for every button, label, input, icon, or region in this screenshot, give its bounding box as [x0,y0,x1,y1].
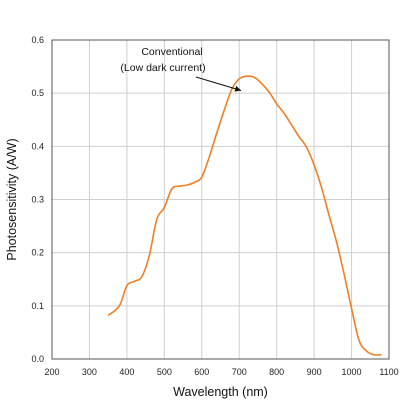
x-tick-label: 800 [269,367,284,377]
x-tick-label: 500 [157,367,172,377]
y-tick-label: 0.1 [31,301,44,311]
x-tick-label: 1100 [379,367,398,377]
y-tick-label: 0.5 [31,88,44,98]
x-tick-label: 200 [44,367,59,377]
y-tick-label: 0.0 [31,354,44,364]
y-axis-label: Photosensitivity (A/W) [5,138,19,260]
annotation-arrow [195,76,242,91]
grid-lines [51,39,390,360]
x-tick-label: 700 [232,367,247,377]
plot-frame [51,39,390,360]
y-tick-label: 0.4 [31,141,44,151]
annotation-line-1: Conventional [141,46,202,58]
annotation-arrowhead [234,85,242,92]
y-tick-label: 0.2 [31,248,44,258]
x-tick-label: 1000 [342,367,362,377]
y-tick-labels: 0.0 0.1 0.2 0.3 0.4 0.5 0.6 [31,35,44,364]
x-tick-label: 900 [307,367,322,377]
y-tick-label: 0.6 [31,35,44,45]
x-tick-label: 300 [82,367,97,377]
x-tick-labels: 200 300 400 500 600 700 800 900 1000 1100 [44,367,398,377]
x-axis-label: Wavelength (nm) [173,385,268,399]
x-tick-label: 600 [194,367,209,377]
annotation-line-2: (Low dark current) [120,62,205,74]
series-line [107,75,382,356]
x-tick-label: 400 [119,367,134,377]
y-tick-label: 0.3 [31,195,44,205]
